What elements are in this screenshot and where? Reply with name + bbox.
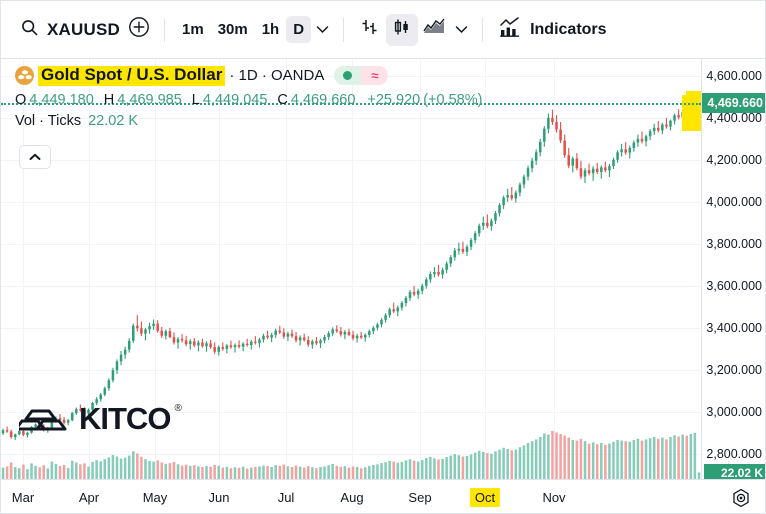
- price-axis-tick: 3,800.000: [706, 236, 762, 251]
- indicators-label: Indicators: [530, 20, 607, 38]
- price-axis-tick: 4,200.000: [706, 152, 762, 167]
- price-axis-tick: 4,400.000: [706, 110, 762, 125]
- time-axis-tick-sep: Sep: [408, 490, 432, 505]
- timeframe-D[interactable]: D: [286, 16, 312, 43]
- price-axis-tick: 4,600.000: [706, 68, 762, 83]
- gridline-horizontal: [1, 411, 701, 413]
- time-axis-tick-may: May: [142, 490, 168, 505]
- time-axis-tick-nov: Nov: [542, 490, 566, 505]
- area-chart-icon: [423, 17, 445, 42]
- symbol-label: XAUUSD: [47, 19, 120, 39]
- chevron-up-icon: [29, 148, 41, 166]
- time-axis-tick-jun: Jun: [208, 490, 230, 505]
- chart-type-candlestick-button[interactable]: [386, 13, 419, 46]
- chevron-down-icon: [316, 21, 329, 39]
- gridline-horizontal: [1, 159, 701, 161]
- time-axis-tick-oct: Oct: [469, 488, 501, 507]
- search-icon: [21, 19, 38, 41]
- gridline-horizontal: [1, 201, 701, 203]
- time-axis-tick-aug: Aug: [340, 490, 364, 505]
- chart-type-dropdown-button[interactable]: [450, 17, 472, 43]
- timeframe-dropdown-button[interactable]: [311, 17, 333, 43]
- toolbar-divider-3: [482, 17, 484, 42]
- indicators-icon: [499, 16, 521, 43]
- chart-canvas-area[interactable]: Gold Spot / U.S. Dollar · 1D · OANDA ≈ O…: [1, 59, 701, 479]
- gridline-horizontal: [1, 243, 701, 245]
- price-axis-tick: 3,600.000: [706, 278, 762, 293]
- gridline-vertical: [554, 59, 555, 479]
- toolbar-divider-1: [164, 17, 165, 42]
- bar-chart-icon: [360, 17, 380, 42]
- time-axis[interactable]: Mar Apr May Jun Jul Aug Sep Oct Nov: [1, 479, 765, 513]
- indicators-button[interactable]: Indicators: [493, 13, 612, 47]
- price-axis-tick: 2,800.000: [706, 446, 762, 461]
- time-axis-tick-mar: Mar: [11, 490, 35, 505]
- price-axis-tick: 3,000.000: [706, 404, 762, 419]
- gridline-vertical: [352, 59, 353, 479]
- toolbar-divider-2: [343, 17, 345, 42]
- price-axis-tick: 3,400.000: [706, 320, 762, 335]
- symbol-search-button[interactable]: XAUUSD: [17, 13, 124, 47]
- chart-toolbar: XAUUSD 1m 30m 1h D: [1, 1, 765, 59]
- gridline-horizontal: [1, 369, 701, 371]
- gridline-vertical: [23, 59, 24, 479]
- time-axis-tick-jul: Jul: [277, 490, 295, 505]
- annotation-highlight-last: [685, 91, 701, 126]
- gridline-horizontal: [1, 285, 701, 287]
- chart-type-area-button[interactable]: [418, 14, 450, 46]
- gridline-vertical: [286, 59, 287, 479]
- gridline-vertical: [485, 59, 486, 479]
- price-axis-tick: 4,000.000: [706, 194, 762, 209]
- gridline-horizontal: [1, 117, 701, 119]
- gridline-vertical: [219, 59, 220, 479]
- current-price-line: [1, 103, 701, 106]
- price-axis-tick: 3,200.000: [706, 362, 762, 377]
- add-symbol-button[interactable]: [124, 15, 154, 45]
- current-volume-badge[interactable]: 22.02 K: [704, 464, 765, 479]
- chart-type-bar-button[interactable]: [354, 14, 386, 46]
- gridline-horizontal: [1, 453, 701, 455]
- timeframe-30m[interactable]: 30m: [217, 21, 248, 38]
- crosshair-target-icon[interactable]: [731, 488, 751, 508]
- candlestick-series: [1, 103, 701, 479]
- gridline-vertical: [89, 59, 90, 479]
- chevron-down-icon: [455, 21, 468, 39]
- current-price-badge[interactable]: 4,469.660: [702, 93, 765, 114]
- legend-collapse-button[interactable]: [19, 145, 51, 169]
- gridline-vertical: [155, 59, 156, 479]
- timeframe-1m[interactable]: 1m: [182, 21, 204, 38]
- plus-circle-icon: [128, 16, 150, 43]
- price-axis[interactable]: 4,600.000 4,400.000 4,200.000 4,000.000 3,80…: [701, 59, 765, 479]
- gridline-horizontal: [1, 327, 701, 329]
- candlestick-chart-icon: [392, 17, 412, 42]
- gridline-vertical: [420, 59, 421, 479]
- time-axis-tick-apr: Apr: [78, 490, 100, 505]
- timeframe-1h[interactable]: 1h: [261, 21, 280, 38]
